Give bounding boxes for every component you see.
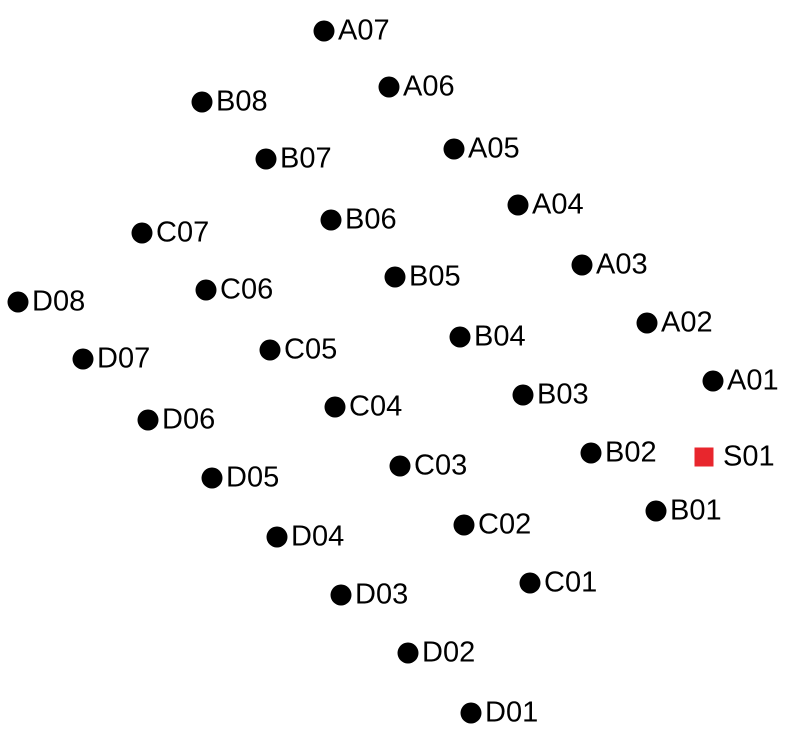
node-b07-dot-marker xyxy=(255,148,277,170)
node-c01: C01 xyxy=(519,567,597,599)
node-b01: B01 xyxy=(645,495,722,527)
node-c04-dot-marker xyxy=(324,396,346,418)
node-a01-label: A01 xyxy=(727,365,779,397)
node-d06-label: D06 xyxy=(162,404,215,436)
node-b06: B06 xyxy=(320,204,397,236)
node-a03-label: A03 xyxy=(596,249,648,281)
node-c07-dot-marker xyxy=(131,222,153,244)
node-a04-dot-marker xyxy=(507,194,529,216)
node-d05: D05 xyxy=(201,462,279,494)
node-b01-dot-marker xyxy=(645,500,667,522)
node-d07-label: D07 xyxy=(97,343,150,375)
node-c05-dot-marker xyxy=(259,339,281,361)
node-c06-label: C06 xyxy=(220,274,273,306)
node-b05: B05 xyxy=(384,261,461,293)
node-d04: D04 xyxy=(266,521,344,553)
node-d04-dot-marker xyxy=(266,526,288,548)
node-d06: D06 xyxy=(137,404,215,436)
node-d03-dot-marker xyxy=(330,584,352,606)
node-d07: D07 xyxy=(72,343,150,375)
node-c05: C05 xyxy=(259,334,337,366)
node-b08-dot-marker xyxy=(191,91,213,113)
node-b08-label: B08 xyxy=(216,86,268,118)
node-c03-label: C03 xyxy=(414,450,467,482)
node-a02: A02 xyxy=(636,307,713,339)
node-b02-label: B02 xyxy=(605,437,657,469)
node-d02: D02 xyxy=(397,637,475,669)
node-b08: B08 xyxy=(191,86,268,118)
node-c01-label: C01 xyxy=(544,567,597,599)
node-c04: C04 xyxy=(324,391,402,423)
node-s01-label: S01 xyxy=(723,441,775,473)
node-a03-dot-marker xyxy=(571,254,593,276)
node-b06-dot-marker xyxy=(320,209,342,231)
node-a01: A01 xyxy=(702,365,779,397)
node-a07: A07 xyxy=(313,15,390,47)
node-d04-label: D04 xyxy=(291,521,344,553)
node-a01-dot-marker xyxy=(702,370,724,392)
node-b03-label: B03 xyxy=(537,379,589,411)
node-b07: B07 xyxy=(255,143,332,175)
node-c03-dot-marker xyxy=(389,455,411,477)
node-a06-label: A06 xyxy=(403,71,455,103)
node-a07-dot-marker xyxy=(313,20,335,42)
node-b02: B02 xyxy=(580,437,657,469)
node-b03-dot-marker xyxy=(512,384,534,406)
node-b03: B03 xyxy=(512,379,589,411)
node-c07: C07 xyxy=(131,217,209,249)
node-d08: D08 xyxy=(7,286,85,318)
node-a05-label: A05 xyxy=(468,133,520,165)
node-d01: D01 xyxy=(460,697,538,729)
node-b07-label: B07 xyxy=(280,143,332,175)
node-d03-label: D03 xyxy=(355,579,408,611)
node-c02-dot-marker xyxy=(453,514,475,536)
node-d05-dot-marker xyxy=(201,467,223,489)
node-s01: S01 xyxy=(694,441,775,473)
node-b04-dot-marker xyxy=(449,326,471,348)
node-a07-label: A07 xyxy=(338,15,390,47)
node-d08-label: D08 xyxy=(32,286,85,318)
node-d03: D03 xyxy=(330,579,408,611)
node-c07-label: C07 xyxy=(156,217,209,249)
node-a05-dot-marker xyxy=(443,138,465,160)
node-d01-label: D01 xyxy=(485,697,538,729)
node-d01-dot-marker xyxy=(460,702,482,724)
node-b05-label: B05 xyxy=(409,261,461,293)
node-d02-label: D02 xyxy=(422,637,475,669)
node-c03: C03 xyxy=(389,450,467,482)
node-b04-label: B04 xyxy=(474,321,526,353)
node-d06-dot-marker xyxy=(137,409,159,431)
node-d05-label: D05 xyxy=(226,462,279,494)
node-c06-dot-marker xyxy=(195,279,217,301)
node-c04-label: C04 xyxy=(349,391,402,423)
node-d02-dot-marker xyxy=(397,642,419,664)
node-b05-dot-marker xyxy=(384,266,406,288)
node-c06: C06 xyxy=(195,274,273,306)
node-a05: A05 xyxy=(443,133,520,165)
node-d07-dot-marker xyxy=(72,348,94,370)
node-c02: C02 xyxy=(453,509,531,541)
node-a03: A03 xyxy=(571,249,648,281)
node-a04-label: A04 xyxy=(532,189,584,221)
node-b01-label: B01 xyxy=(670,495,722,527)
node-a06-dot-marker xyxy=(378,76,400,98)
node-a02-dot-marker xyxy=(636,312,658,334)
node-s01-square-marker xyxy=(694,447,714,467)
node-b02-dot-marker xyxy=(580,442,602,464)
node-b04: B04 xyxy=(449,321,526,353)
node-c02-label: C02 xyxy=(478,509,531,541)
node-c05-label: C05 xyxy=(284,334,337,366)
node-d08-dot-marker xyxy=(7,291,29,313)
node-a04: A04 xyxy=(507,189,584,221)
node-b06-label: B06 xyxy=(345,204,397,236)
node-a02-label: A02 xyxy=(661,307,713,339)
node-a06: A06 xyxy=(378,71,455,103)
node-c01-dot-marker xyxy=(519,572,541,594)
